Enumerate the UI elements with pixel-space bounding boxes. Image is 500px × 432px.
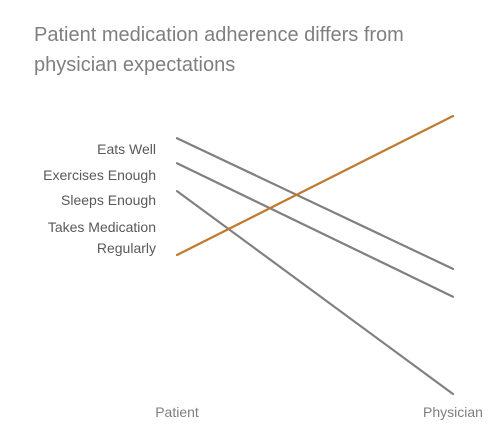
chart-title: Patient medication adherence differs fro…: [34, 24, 404, 76]
series-line-sleeps-enough: [175, 190, 455, 396]
series-label-sleeps-enough: Sleeps Enough: [61, 192, 156, 208]
series-label-eats-well: Eats Well: [97, 141, 156, 157]
x-axis-labels: Patient Physician: [155, 404, 483, 420]
series-label-exercises-enough: Exercises Enough: [43, 167, 156, 183]
series-lines: [175, 114, 455, 396]
series-line-eats-well: [175, 137, 455, 270]
x-axis-label-physician: Physician: [423, 404, 483, 420]
series-line-exercises-enough: [175, 162, 455, 298]
series-label-takes-medication-regularly: Takes Medication Regularly: [48, 219, 156, 256]
series-labels: Eats Well Exercises Enough Sleeps Enough Ta…: [43, 141, 156, 256]
x-axis-label-patient: Patient: [155, 404, 199, 420]
series-line-takes-medication-regularly: [175, 114, 455, 257]
